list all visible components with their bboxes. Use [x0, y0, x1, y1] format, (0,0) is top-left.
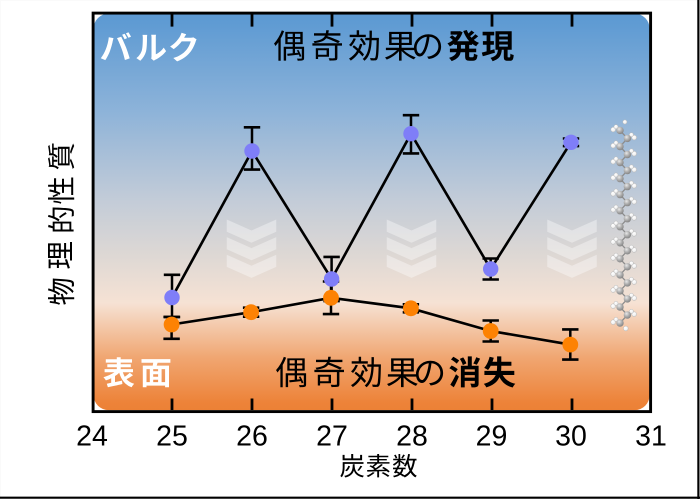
svg-text:31: 31	[635, 420, 667, 452]
svg-text:25: 25	[156, 420, 188, 452]
svg-text:27: 27	[316, 420, 348, 452]
svg-text:29: 29	[476, 420, 508, 452]
svg-text:24: 24	[76, 420, 108, 452]
svg-text:28: 28	[396, 420, 428, 452]
svg-text:26: 26	[236, 420, 268, 452]
svg-text:30: 30	[555, 420, 587, 452]
